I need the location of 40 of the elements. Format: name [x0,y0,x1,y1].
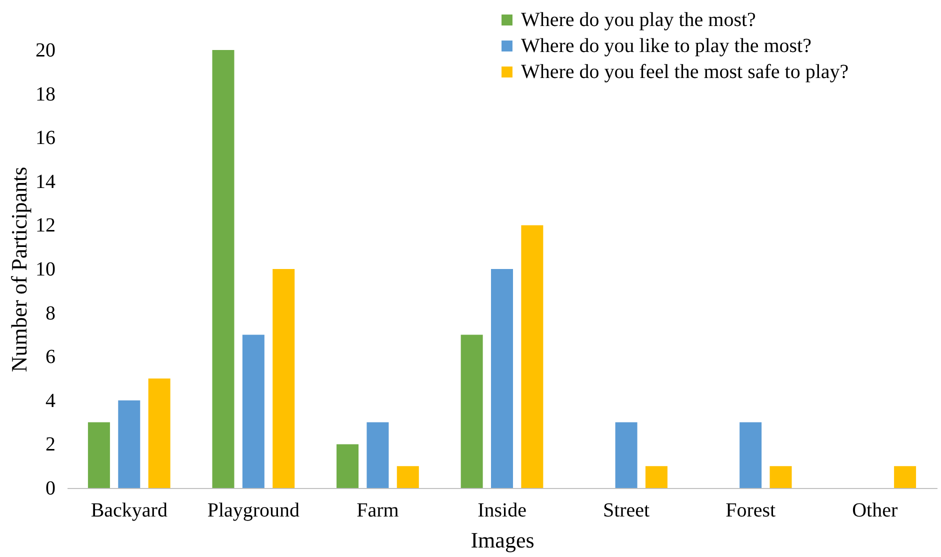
y-tick-label: 14 [36,170,56,193]
y-tick-label: 4 [46,390,56,412]
y-tick-label: 12 [36,214,56,237]
legend-label: Where do you play the most? [521,9,756,31]
bar [770,466,792,488]
x-tick-label: Other [852,500,898,522]
bar [336,444,359,488]
bar [396,466,419,488]
y-tick-label: 10 [36,258,56,280]
y-tick-label: 6 [46,346,56,368]
y-tick-label: 2 [46,434,56,456]
x-tick-label: Street [602,500,650,522]
bar [272,269,295,488]
legend-label: Where do you feel the most safe to play? [521,61,849,83]
bar [894,466,916,488]
bar [212,50,234,488]
bar [740,422,762,488]
bar [148,378,170,488]
y-axis-title: Number of Participants [6,166,32,372]
bar [242,334,264,488]
bar [491,269,513,488]
x-axis-title: Images [470,528,534,552]
legend-label: Where do you like to play the most? [521,35,812,57]
bar [88,422,110,488]
y-tick-label: 20 [36,40,56,62]
bar [118,400,140,488]
x-tick-label: Inside [478,500,527,522]
bar [645,466,668,488]
bar [521,225,544,488]
x-tick-label: Forest [726,500,776,522]
x-tick-label: Farm [356,500,400,522]
y-tick-label: 8 [46,302,56,324]
x-tick-label: Playground [207,500,300,522]
bar [615,422,638,488]
bar [460,334,483,488]
y-tick-label: 18 [36,83,56,106]
y-tick-label: 0 [46,478,56,500]
y-tick-label: 16 [36,127,56,150]
bar [366,422,389,488]
x-tick-label: Backyard [90,500,168,522]
